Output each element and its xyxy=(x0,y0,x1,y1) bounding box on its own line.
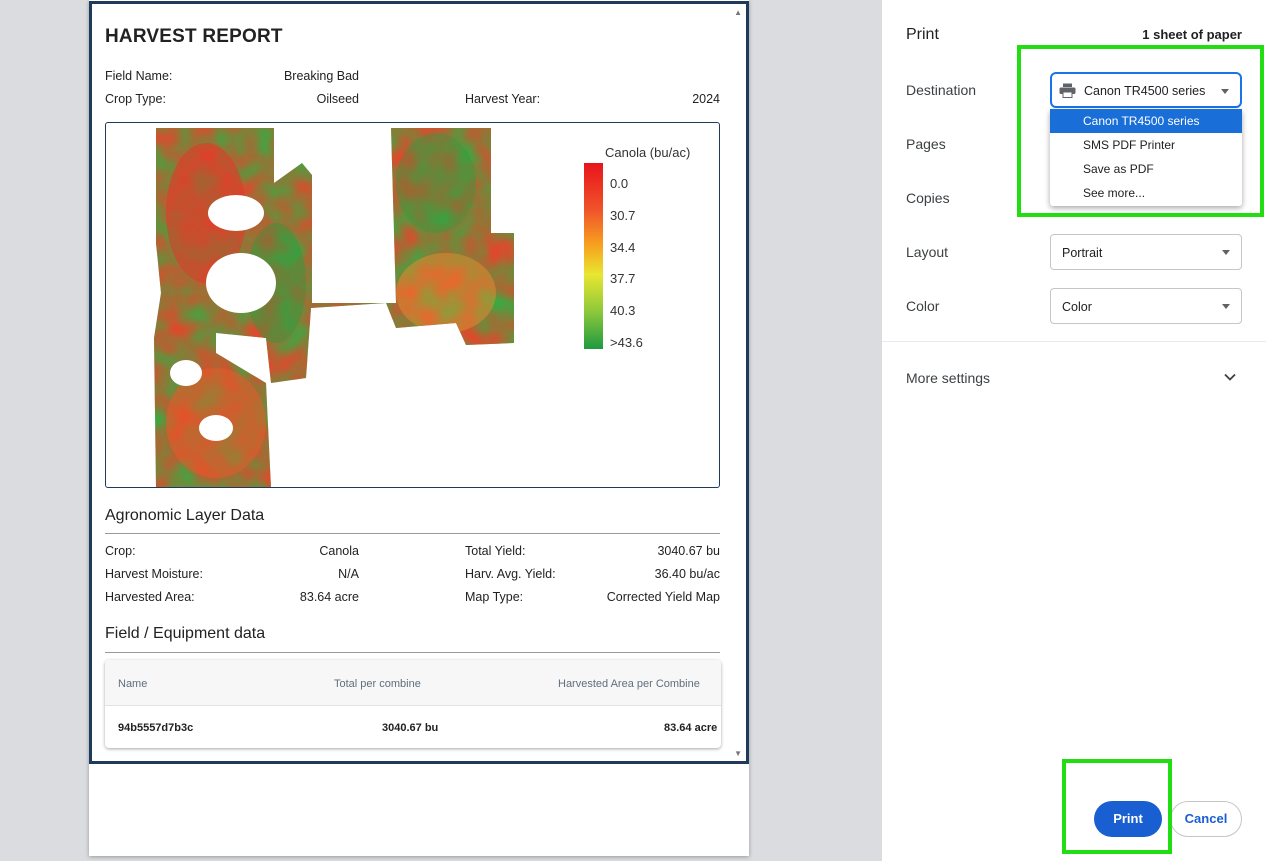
dropdown-option-see-more[interactable]: See more... xyxy=(1083,186,1146,200)
field-name-label: Field Name: xyxy=(105,69,173,83)
highlight-box-print xyxy=(1062,759,1172,854)
destination-select[interactable]: Canon TR4500 series xyxy=(1050,72,1242,108)
destination-label: Destination xyxy=(906,82,977,98)
column-header-total[interactable]: Total per combine xyxy=(334,678,421,690)
table-header-row: Name Total per combine Harvested Area pe… xyxy=(105,660,721,706)
print-button[interactable]: Print xyxy=(1094,801,1162,837)
color-value: Color xyxy=(1062,300,1092,314)
color-select[interactable]: Color xyxy=(1050,288,1242,324)
harvested-area-value: 83.64 acre xyxy=(299,590,359,604)
printer-icon xyxy=(1059,83,1076,98)
highlight-box-destination xyxy=(1017,45,1264,217)
dropdown-option-canon[interactable]: Canon TR4500 series xyxy=(1050,109,1242,133)
print-dialog-title: Print xyxy=(906,26,939,43)
harvest-year-value: 2024 xyxy=(692,92,720,106)
legend-color-bar xyxy=(584,163,603,349)
legend-title: Canola (bu/ac) xyxy=(605,145,690,160)
legend-label: 30.7 xyxy=(610,208,635,223)
destination-dropdown: Canon TR4500 series SMS PDF Printer Save… xyxy=(1050,109,1242,206)
scroll-up-arrow-icon[interactable]: ▲ xyxy=(734,8,742,17)
pages-label: Pages xyxy=(906,136,946,152)
legend-label: >43.6 xyxy=(610,335,643,350)
print-preview-area: ▲ HARVEST REPORT Field Name: Breaking Ba… xyxy=(0,0,882,861)
table-cell-total: 3040.67 bu xyxy=(382,722,439,734)
table-cell-name: 94b5557d7b3c xyxy=(118,722,194,734)
chevron-down-icon xyxy=(1222,250,1230,255)
print-settings-panel: Print 1 sheet of paper Destination Canon… xyxy=(882,0,1266,861)
harvested-area-label: Harvested Area: xyxy=(105,590,195,604)
total-yield-label: Total Yield: xyxy=(465,544,526,558)
crop-type-value: Oilseed xyxy=(316,92,359,106)
harvest-year-label: Harvest Year: xyxy=(465,92,541,106)
dropdown-option-sms-pdf[interactable]: SMS PDF Printer xyxy=(1083,138,1176,152)
legend-label: 37.7 xyxy=(610,271,635,286)
section-divider xyxy=(105,533,720,534)
legend-label: 34.4 xyxy=(610,240,635,255)
cancel-button[interactable]: Cancel xyxy=(1170,801,1242,837)
section-divider xyxy=(105,652,720,653)
layout-label: Layout xyxy=(906,244,949,260)
map-type-value: Corrected Yield Map xyxy=(606,590,720,604)
dropdown-option-save-pdf[interactable]: Save as PDF xyxy=(1083,162,1154,176)
equipment-table: Name Total per combine Harvested Area pe… xyxy=(105,660,721,748)
chevron-down-icon[interactable] xyxy=(1224,373,1236,381)
crop-label: Crop: xyxy=(105,544,136,558)
crop-type-label: Crop Type: xyxy=(105,92,166,106)
copies-label: Copies xyxy=(906,190,950,206)
destination-value: Canon TR4500 series xyxy=(1084,84,1206,98)
column-header-area[interactable]: Harvested Area per Combine xyxy=(558,678,700,690)
report-title: HARVEST REPORT xyxy=(105,26,283,47)
layout-value: Portrait xyxy=(1062,246,1103,260)
crop-value: Canola xyxy=(319,544,359,558)
yield-map: Canola (bu/ac) 0.0 30.7 34.4 37.7 40.3 >… xyxy=(105,122,720,488)
more-settings-toggle[interactable]: More settings xyxy=(906,370,991,386)
chevron-down-icon xyxy=(1221,89,1229,94)
layout-select[interactable]: Portrait xyxy=(1050,234,1242,270)
avg-yield-label: Harv. Avg. Yield: xyxy=(465,567,556,581)
sheet-count: 1 sheet of paper xyxy=(1142,27,1242,42)
color-label: Color xyxy=(906,298,940,314)
scroll-down-arrow-icon[interactable]: ▼ xyxy=(734,749,742,758)
map-type-label: Map Type: xyxy=(465,590,524,604)
chevron-down-icon xyxy=(1222,304,1230,309)
table-cell-area: 83.64 acre xyxy=(664,722,718,734)
agronomic-section-title: Agronomic Layer Data xyxy=(105,507,265,524)
equipment-section-title: Field / Equipment data xyxy=(105,625,266,642)
legend-label: 40.3 xyxy=(610,303,635,318)
legend-label: 0.0 xyxy=(610,176,628,191)
avg-yield-value: 36.40 bu/ac xyxy=(654,567,720,581)
preview-page-frame[interactable]: ▲ HARVEST REPORT Field Name: Breaking Ba… xyxy=(89,1,749,764)
harvest-moisture-label: Harvest Moisture: xyxy=(105,567,203,581)
field-name-value: Breaking Bad xyxy=(283,69,359,83)
harvest-moisture-value: N/A xyxy=(338,567,359,581)
yield-map-image: Canola (bu/ac) 0.0 30.7 34.4 37.7 40.3 >… xyxy=(154,128,690,487)
settings-divider xyxy=(882,341,1266,342)
total-yield-value: 3040.67 bu xyxy=(657,544,720,558)
column-header-name[interactable]: Name xyxy=(118,678,148,690)
